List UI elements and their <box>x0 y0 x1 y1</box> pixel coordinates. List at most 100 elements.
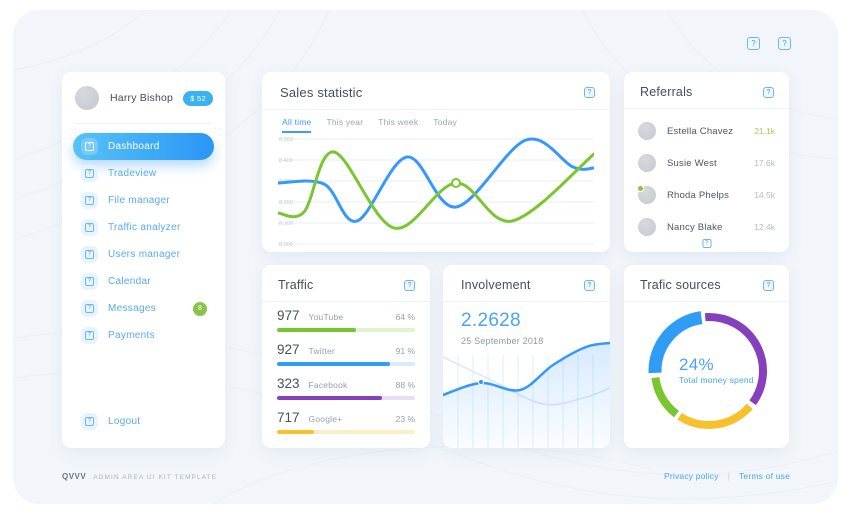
traffic-card-header: Traffic ? <box>262 265 430 301</box>
users-manager-icon: ? <box>81 246 98 263</box>
referral-row[interactable]: Nancy Blake 12.4k <box>638 211 775 243</box>
sidebar-item-tradeview[interactable]: ? Tradeview <box>73 160 214 187</box>
calendar-icon: ? <box>81 273 98 290</box>
traffic-progressbar <box>277 362 415 366</box>
traffic-count: 977 <box>277 308 300 323</box>
tab-today[interactable]: Today <box>433 117 457 127</box>
involvement-card-header: Involvement ? <box>443 265 610 301</box>
logout-icon: ? <box>81 413 98 430</box>
referrals-expand-icon[interactable]: ? <box>702 239 711 248</box>
sales-range-tabs: All time This year This week Today <box>262 110 610 133</box>
placeholder-glyph: ? <box>85 277 94 286</box>
sidebar-item-dashboard[interactable]: ? Dashboard <box>73 133 214 160</box>
placeholder-glyph: ? <box>85 331 94 340</box>
traffic-percent: 23 % <box>395 414 415 424</box>
placeholder-glyph: ? <box>85 169 94 178</box>
sales-divider <box>262 109 610 110</box>
referral-row[interactable]: Susie West 17.6k <box>638 147 775 179</box>
sales-card-title: Sales statistic <box>280 85 363 100</box>
footer-links-separator: | <box>727 471 730 481</box>
referral-avatar <box>637 185 656 204</box>
referral-row[interactable]: Estella Chavez 21.1k <box>638 115 775 147</box>
sidebar-item-traffic-analyzer[interactable]: ? Traffic analyzer <box>73 214 214 241</box>
traffic-help-icon[interactable]: ? <box>404 279 415 291</box>
file-manager-icon: ? <box>81 192 98 209</box>
placeholder-glyph: ? <box>85 223 94 232</box>
placeholder-glyph: ? <box>85 142 94 151</box>
referrals-help-icon[interactable]: ? <box>763 86 774 98</box>
sidebar-item-label: Dashboard <box>108 141 160 152</box>
user-profile[interactable]: Harry Bishop $ 52 <box>62 72 225 123</box>
referrals-card-header: Referrals ? <box>624 72 789 108</box>
svg-text:8 200: 8 200 <box>279 200 293 206</box>
notifications-icon[interactable]: ? <box>747 37 760 50</box>
sidebar-item-label: Messages <box>108 303 156 314</box>
sidebar: Harry Bishop $ 52 ? Dashboard ? Tradevie… <box>62 72 225 448</box>
traffic-label: Facebook <box>308 380 348 390</box>
traffic-divider <box>262 301 430 302</box>
traffic-row-facebook: 323 Facebook 88 % <box>277 376 415 400</box>
privacy-policy-link[interactable]: Privacy policy <box>663 471 719 481</box>
traffic-row-google-plus: 717 Google+ 23 % <box>277 410 415 434</box>
involvement-card-title: Involvement <box>461 278 531 292</box>
traffic-card-title: Traffic <box>278 278 314 292</box>
sales-statistic-card: Sales statistic ? All time This year Thi… <box>262 72 610 252</box>
traffic-percent: 91 % <box>395 346 415 356</box>
sources-help-icon[interactable]: ? <box>763 279 774 291</box>
traffic-card: Traffic ? 977 YouTube 64 % 927 Twitter 9… <box>262 265 430 448</box>
referral-name: Nancy Blake <box>667 221 723 233</box>
tradeview-icon: ? <box>81 165 98 182</box>
sales-card-header: Sales statistic ? <box>262 72 610 109</box>
sidebar-item-users-manager[interactable]: ? Users manager <box>73 241 214 268</box>
sidebar-item-file-manager[interactable]: ? File manager <box>73 187 214 214</box>
logout-section: ? Logout <box>73 408 214 435</box>
sidebar-item-messages[interactable]: ? Messages 8 <box>73 295 214 322</box>
messages-count-badge: 8 <box>193 301 207 316</box>
sidebar-item-calendar[interactable]: ? Calendar <box>73 268 214 295</box>
tab-this-week[interactable]: This week <box>378 117 419 127</box>
placeholder-glyph: ? <box>85 250 94 259</box>
sources-card-title: Trafic sources <box>640 278 721 292</box>
traffic-label: Google+ <box>308 414 343 424</box>
referrals-card-title: Referrals <box>640 85 693 99</box>
traffic-list: 977 YouTube 64 % 927 Twitter 91 % <box>262 302 430 434</box>
sidebar-item-label: Traffic analyzer <box>108 222 181 233</box>
donut-center-value: 24% <box>679 355 714 374</box>
tab-this-year[interactable]: This year <box>326 117 364 127</box>
svg-text:8 500: 8 500 <box>279 137 293 143</box>
involvement-help-icon[interactable]: ? <box>584 279 595 291</box>
traffic-percent: 88 % <box>395 380 415 390</box>
terms-of-use-link[interactable]: Terms of use <box>738 471 790 481</box>
payments-icon: ? <box>81 327 98 344</box>
logout-button[interactable]: ? Logout <box>73 408 214 435</box>
involvement-divider <box>443 301 610 302</box>
footer-logo: QVVV <box>62 472 87 481</box>
traffic-percent: 64 % <box>395 312 415 322</box>
sidebar-item-payments[interactable]: ? Payments <box>73 322 214 349</box>
referrals-list: Estella Chavez 21.1k Susie West 17.6k Rh… <box>624 109 789 243</box>
referral-name: Rhoda Phelps <box>667 189 730 201</box>
online-status-dot <box>637 185 644 192</box>
traffic-progressbar-fill <box>277 362 391 366</box>
traffic-label: YouTube <box>308 312 344 322</box>
messages-icon: ? <box>81 300 98 317</box>
svg-text:8 000: 8 000 <box>279 242 293 246</box>
involvement-card: Involvement ? 2.2628 25 September 2018 <box>443 265 610 448</box>
svg-text:8 100: 8 100 <box>279 221 293 227</box>
traffic-count: 323 <box>277 376 300 391</box>
placeholder-glyph: ? <box>85 304 94 313</box>
sales-help-icon[interactable]: ? <box>584 87 595 98</box>
traffic-row-twitter: 927 Twitter 91 % <box>277 342 415 366</box>
traffic-label: Twitter <box>308 346 335 356</box>
settings-icon[interactable]: ? <box>778 37 791 50</box>
tab-all-time[interactable]: All time <box>282 117 312 133</box>
referral-name: Susie West <box>667 157 717 169</box>
sidebar-item-label: Tradeview <box>108 168 157 179</box>
referral-row[interactable]: Rhoda Phelps 14.5k <box>637 179 775 211</box>
involvement-value: 2.2628 <box>461 310 521 331</box>
involvement-date: 25 September 2018 <box>461 336 544 346</box>
footer-links: Privacy policy | Terms of use <box>664 471 790 481</box>
referral-value: 21.1k <box>754 126 775 136</box>
footer-branding: QVVV ADMIN AREA UI KIT TEMPLATE <box>62 472 217 481</box>
